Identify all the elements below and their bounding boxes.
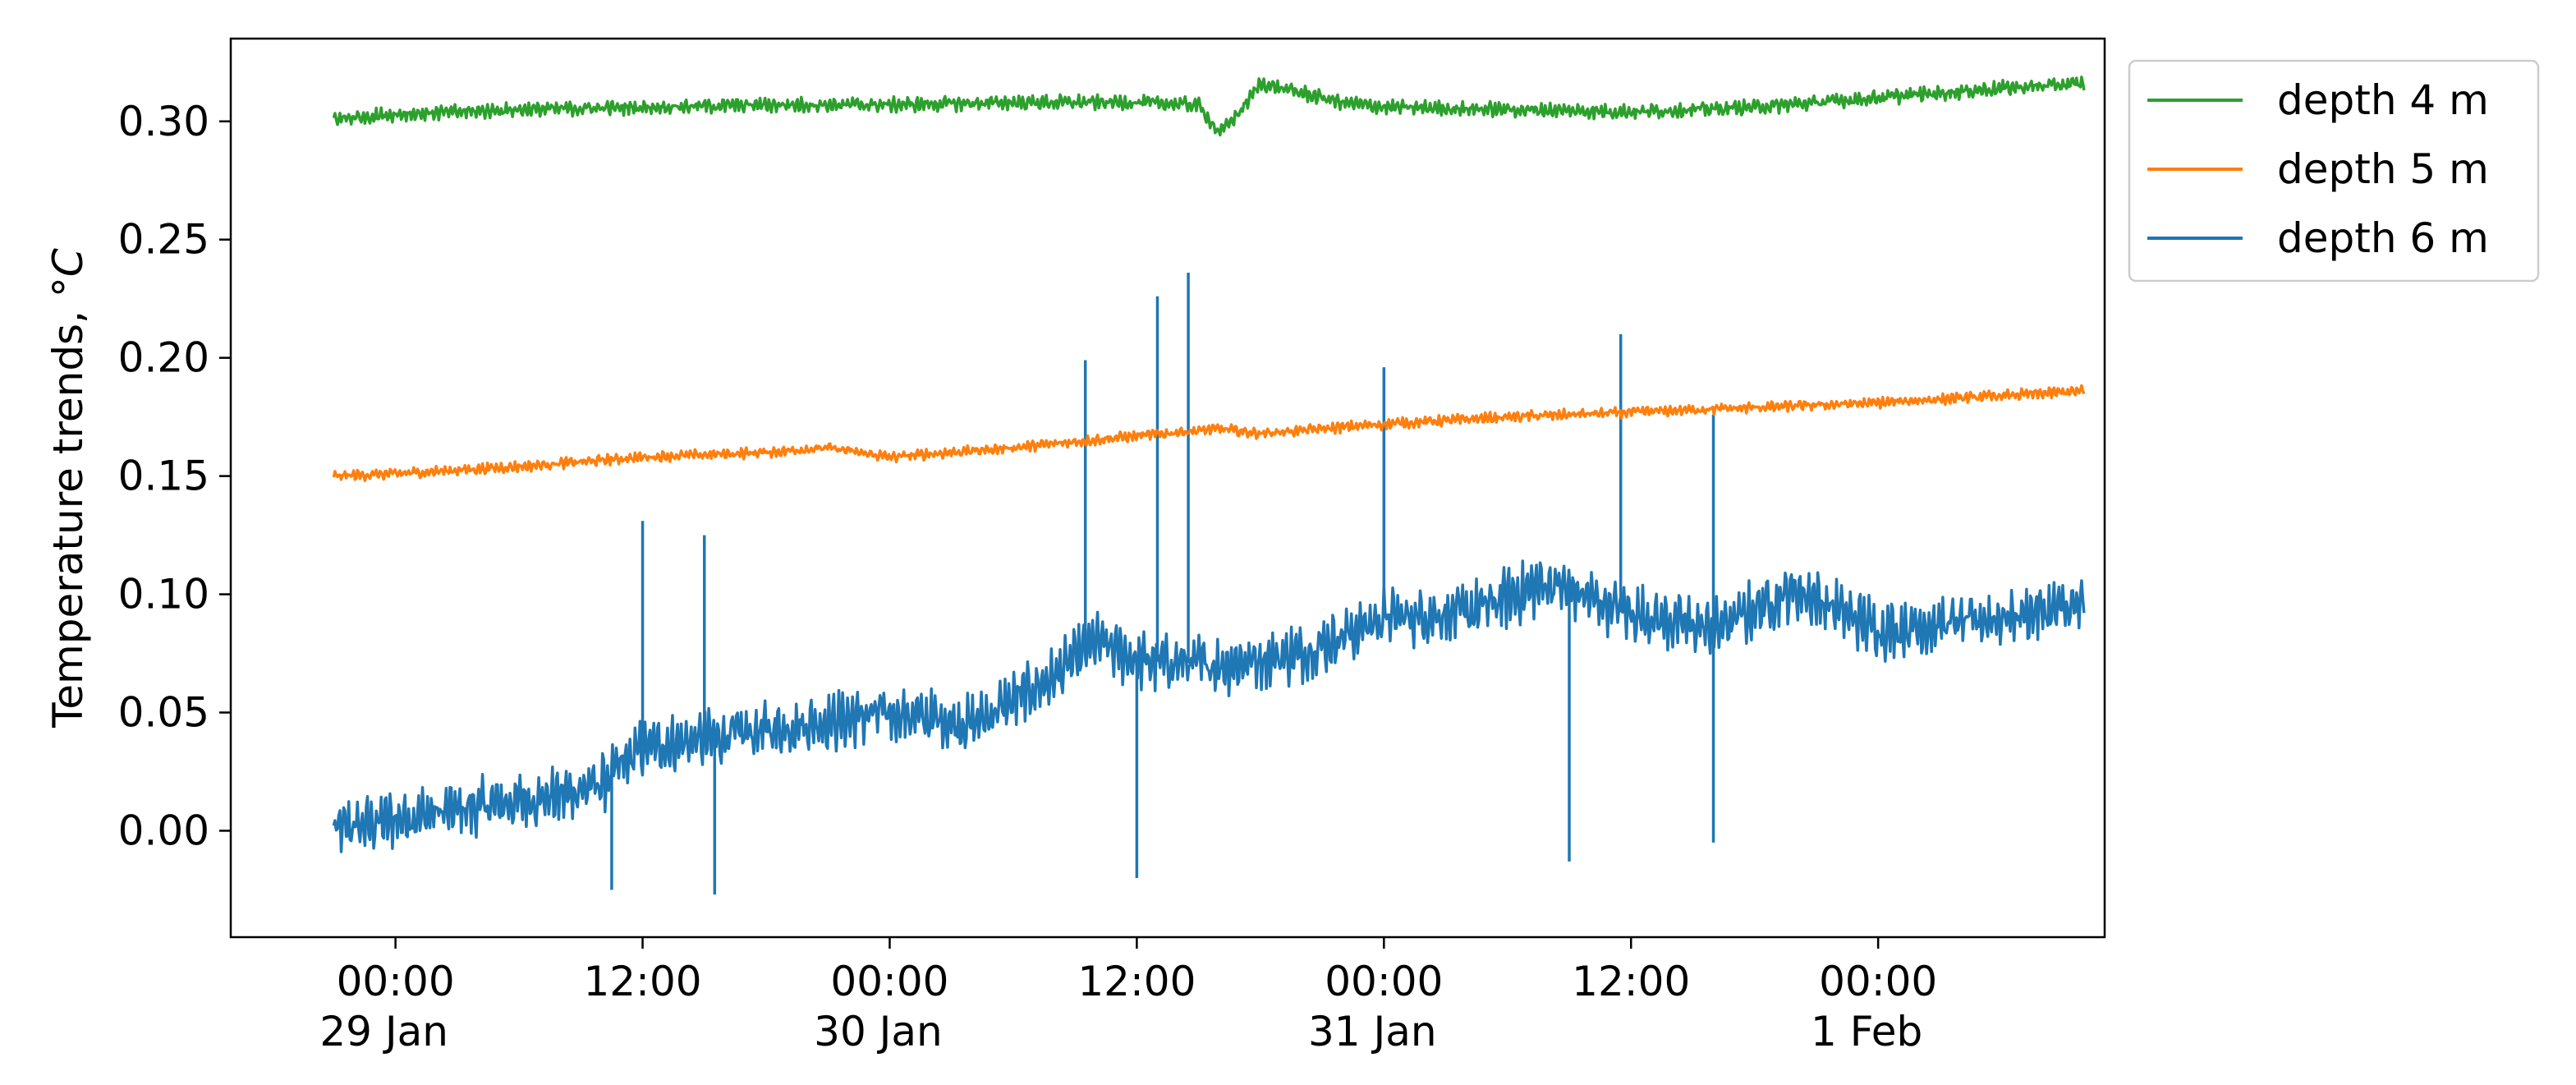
x-tick-label: 00:00	[1819, 958, 1937, 1005]
y-tick-label: 0.15	[118, 453, 209, 500]
legend-box	[2128, 59, 2540, 283]
y-tick-label: 0.05	[118, 689, 209, 737]
y-axis: 0.00 0.05 0.10 0.15 0.20 0.25 0.30	[118, 98, 231, 854]
plot-area	[332, 76, 2086, 895]
x-tick-date-label: 29 Jan	[319, 1008, 448, 1055]
x-tick-label: 00:00	[1325, 958, 1443, 1005]
x-tick-date-label: 30 Jan	[814, 1008, 943, 1055]
series-line-depth-6-m	[332, 559, 2086, 853]
y-tick-label: 0.00	[118, 807, 209, 854]
legend: depth 4 m depth 5 m depth 6 m	[2128, 59, 2540, 283]
y-tick-label: 0.20	[118, 334, 209, 382]
x-tick-label: 12:00	[1077, 958, 1196, 1005]
x-tick-label: 12:00	[583, 958, 701, 1005]
x-tick-label: 00:00	[337, 958, 455, 1005]
y-axis-title-unit: °C	[44, 248, 92, 297]
plot-frame	[229, 37, 2106, 939]
legend-label-depth-6-m: depth 6 m	[2277, 214, 2489, 262]
y-tick-label: 0.30	[118, 98, 209, 145]
y-tick-label: 0.25	[118, 216, 209, 264]
legend-label-depth-5-m: depth 5 m	[2277, 145, 2489, 193]
y-axis-title: Temperature trends, °C	[44, 248, 92, 729]
legend-label-depth-4-m: depth 4 m	[2277, 76, 2489, 124]
y-axis-title-text: Temperature trends,	[44, 297, 92, 729]
x-tick-label: 12:00	[1572, 958, 1690, 1005]
x-tick-date-label: 31 Jan	[1308, 1008, 1437, 1055]
x-tick-date-label: 1 Feb	[1811, 1008, 1922, 1055]
x-tick-label: 00:00	[830, 958, 948, 1005]
series-line-depth-5-m	[332, 384, 2086, 482]
y-tick-label: 0.10	[118, 571, 209, 618]
series-line-depth-4-m	[332, 76, 2086, 137]
